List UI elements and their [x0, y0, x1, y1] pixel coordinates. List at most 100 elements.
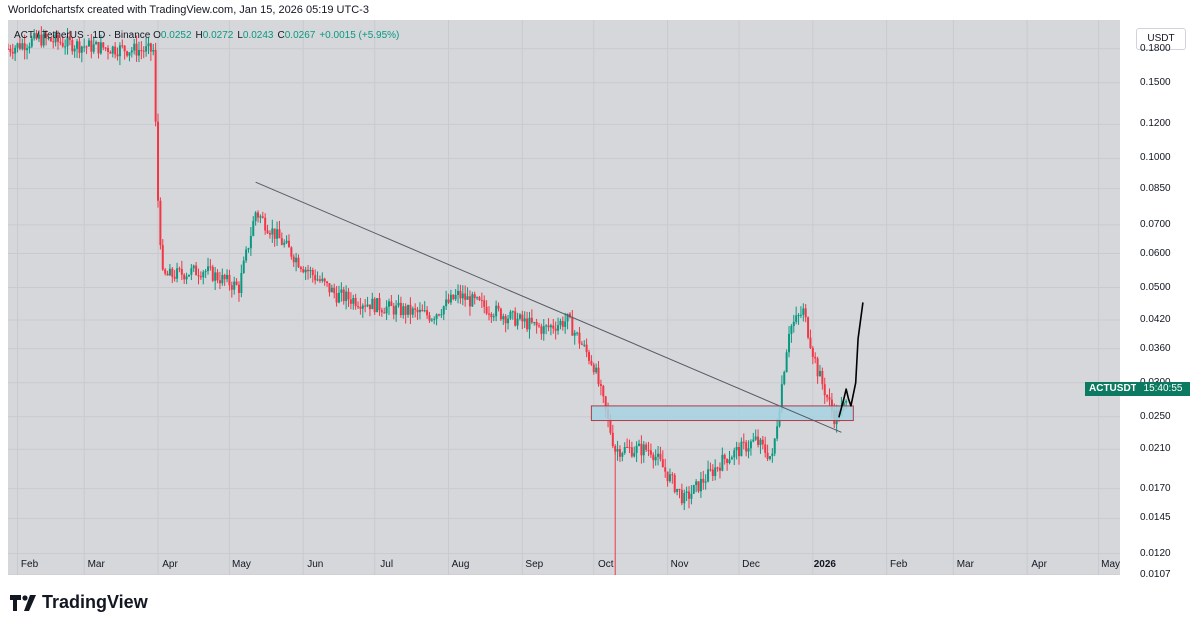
price-axis[interactable] — [1128, 20, 1200, 575]
candle — [490, 312, 493, 323]
candle — [411, 306, 414, 318]
candle — [557, 317, 560, 335]
candle — [387, 298, 390, 316]
candle — [414, 303, 417, 318]
candle — [266, 224, 269, 235]
high-label: H — [195, 30, 203, 41]
candle — [664, 458, 667, 478]
candle — [435, 313, 438, 326]
candle — [680, 483, 683, 506]
candle — [473, 291, 476, 305]
candle — [152, 44, 155, 56]
time-tick-label: Mar — [956, 559, 974, 570]
time-axis[interactable]: Feb Mar Apr May Jun Jul Aug Sep Oct Nov Dec 2026 Feb… — [8, 553, 1120, 575]
candle — [240, 264, 243, 298]
candle — [207, 257, 210, 275]
candle — [92, 36, 95, 54]
candle — [685, 486, 688, 502]
candle — [202, 269, 205, 285]
candle — [192, 264, 195, 273]
time-tick-label: Feb — [890, 559, 908, 570]
currency-unit-button[interactable]: USDT — [1136, 28, 1186, 50]
candle — [573, 330, 576, 345]
candle — [661, 450, 664, 468]
candle — [214, 266, 217, 291]
candle — [71, 37, 74, 55]
candle — [718, 462, 721, 479]
price-tick-label: 0.0145 — [1140, 512, 1171, 524]
time-tick-label: Mar — [87, 559, 105, 570]
candle — [647, 441, 650, 457]
candle — [159, 197, 162, 250]
candle — [80, 45, 83, 63]
candle — [507, 314, 510, 330]
candle — [730, 455, 733, 460]
candle — [157, 113, 160, 208]
price-tick-label: 0.1800 — [1140, 42, 1171, 54]
support-zone — [590, 405, 854, 422]
candle — [361, 303, 364, 318]
candle — [399, 296, 402, 318]
price-tick-label: 0.1200 — [1140, 118, 1171, 130]
candle — [497, 302, 500, 312]
candle — [576, 331, 579, 336]
time-tick-label: Sep — [525, 559, 544, 570]
price-tick-label: 0.0850 — [1140, 182, 1171, 194]
candle — [621, 451, 624, 462]
candle — [495, 300, 498, 322]
candle — [187, 274, 190, 277]
candle — [757, 429, 760, 448]
candle — [540, 323, 543, 340]
candle — [218, 271, 221, 290]
candle — [342, 286, 345, 305]
candle — [771, 448, 774, 463]
candle — [304, 266, 307, 281]
candle — [223, 273, 226, 286]
brand-name: TradingView — [42, 592, 148, 612]
candle — [185, 272, 188, 285]
grid-lines — [8, 20, 1120, 575]
candle — [190, 264, 193, 280]
candle — [688, 486, 691, 509]
ohlc-legend: ACT / TetherUS · 1D · Binance O0.0252 H0.… — [14, 30, 403, 41]
candle — [128, 52, 131, 62]
candle — [380, 307, 383, 317]
candle — [759, 437, 762, 454]
candle — [754, 429, 757, 441]
candle — [421, 304, 424, 312]
candle — [233, 276, 236, 295]
candle — [290, 246, 293, 260]
chart-plot-area[interactable]: ACT / TetherUS · 1D · Binance O0.0252 H0.… — [8, 20, 1120, 575]
candle — [116, 47, 119, 61]
candle — [295, 252, 298, 272]
candle — [811, 345, 814, 365]
candle — [583, 340, 586, 348]
time-tick-label: Jul — [380, 559, 394, 570]
candle — [678, 488, 681, 499]
candle — [37, 31, 40, 43]
candle — [197, 268, 200, 285]
candle — [433, 316, 436, 325]
candle — [440, 308, 443, 319]
candle — [83, 38, 86, 53]
candle — [216, 269, 219, 284]
candle — [145, 37, 148, 57]
candle — [328, 283, 331, 297]
candle — [533, 321, 536, 326]
candle — [333, 283, 336, 299]
candle — [23, 34, 26, 60]
price-chart[interactable] — [8, 20, 1120, 575]
candle — [340, 282, 343, 302]
candle — [666, 471, 669, 487]
candle — [483, 295, 486, 314]
candle — [785, 349, 788, 373]
candle — [133, 38, 136, 55]
candle — [514, 307, 517, 327]
candle — [628, 439, 631, 454]
candle — [66, 28, 69, 55]
candle — [307, 265, 310, 280]
candle — [257, 210, 260, 223]
candle — [745, 439, 748, 457]
candle — [142, 46, 145, 59]
low-value: 0.0243 — [242, 30, 274, 41]
